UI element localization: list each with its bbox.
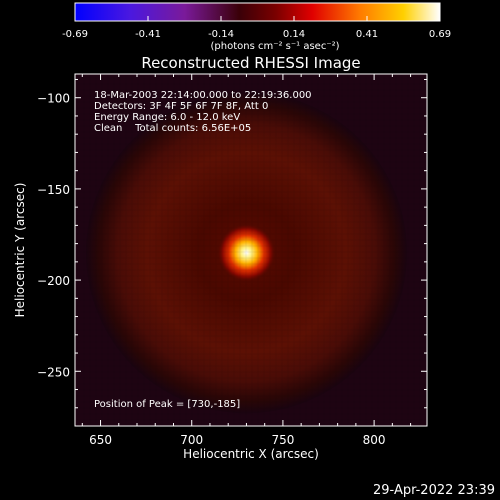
colorbar-tick-label: 0.69: [429, 29, 451, 40]
x-axis-label: Heliocentric X (arcsec): [183, 447, 319, 461]
y-axis-label: Heliocentric Y (arcsec): [13, 183, 27, 318]
info-peak-position: Position of Peak = [730,-185]: [94, 399, 240, 410]
colorbar: [74, 2, 441, 22]
y-tick-label: −250: [37, 365, 70, 379]
colorbar-tick-label: -0.14: [208, 29, 234, 40]
colorbar-tick-label: -0.41: [135, 29, 161, 40]
x-axis: 650 700 750 800: [81, 74, 412, 447]
info-energy-range: Energy Range: 6.0 - 12.0 keV: [94, 112, 240, 123]
colorbar-units-label: (photons cm⁻² s⁻¹ asec⁻²): [210, 41, 339, 52]
colorbar-tick-label: 0.41: [356, 29, 378, 40]
x-tick-label: 800: [363, 433, 386, 447]
colorbar-tick-label: 0.14: [283, 29, 305, 40]
x-tick-label: 700: [180, 433, 203, 447]
colorbar-ticks: -0.69 -0.41 -0.14 0.14 0.41 0.69: [62, 16, 451, 40]
x-tick-label: 750: [271, 433, 294, 447]
y-tick-label: −200: [37, 274, 70, 288]
info-clean-counts: Clean Total counts: 6.56E+05: [94, 123, 251, 134]
image-area: [75, 74, 427, 426]
chart-title: Reconstructed RHESSI Image: [141, 54, 360, 72]
info-detectors: Detectors: 3F 4F 5F 6F 7F 8F, Att 0: [94, 101, 268, 112]
footer-timestamp: 29-Apr-2022 23:39: [373, 483, 495, 498]
plot-frame: [74, 73, 428, 427]
info-time-range: 18-Mar-2003 22:14:00.000 to 22:19:36.000: [94, 90, 312, 101]
y-tick-label: −150: [37, 183, 70, 197]
y-tick-label: −100: [37, 92, 70, 106]
x-tick-label: 650: [89, 433, 112, 447]
colorbar-tick-label: -0.69: [62, 29, 88, 40]
y-axis: −100 −150 −200 −250: [37, 78, 427, 409]
